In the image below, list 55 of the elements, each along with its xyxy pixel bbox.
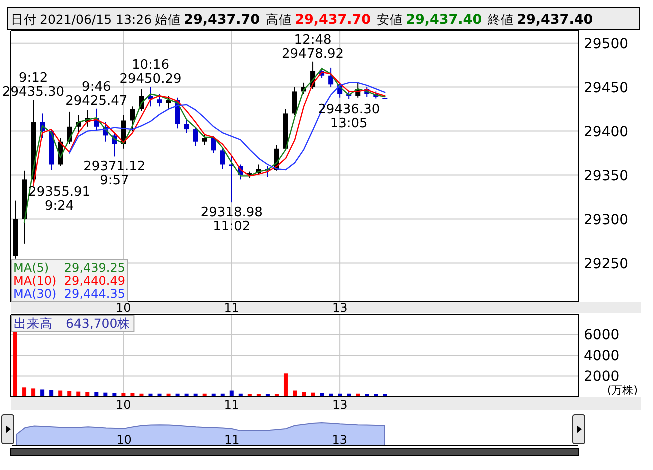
y-tick-label: 29450: [584, 80, 629, 96]
x-tick-label: 10: [116, 433, 132, 447]
text: MA(5): [14, 261, 50, 275]
x-tick-label: 13: [332, 398, 348, 412]
x-tick-label: 13: [332, 301, 348, 315]
y-tick-label: 29400: [584, 124, 629, 140]
annotation: 9:24: [44, 199, 74, 214]
annotation: 11:02: [213, 220, 251, 235]
bar: [22, 388, 27, 397]
annotation: 13:05: [330, 116, 368, 132]
annotation: 29425.47: [66, 94, 128, 109]
text: 始値: [155, 12, 182, 27]
annotation: 29,444.35: [64, 287, 126, 301]
text: 29,437.40: [517, 12, 594, 28]
annotation: 9:57: [100, 174, 130, 189]
bar: [40, 390, 45, 397]
annotation: 9:46: [82, 80, 112, 95]
annotation: 29450.29: [120, 72, 182, 88]
annotation: 29371.12: [84, 160, 146, 175]
text: 29,437.40: [406, 12, 482, 28]
text: 日付: [11, 12, 37, 27]
y-axis-title: (万株): [607, 384, 638, 397]
annotation: 29318.98: [200, 206, 263, 221]
y-tick-label: 29300: [584, 212, 629, 228]
x-tick-label: 10: [116, 301, 132, 315]
bar: [14, 332, 18, 397]
text: 安値: [377, 12, 404, 27]
text: MA(30): [14, 287, 57, 301]
text: 2021/06/15 13:26: [40, 12, 152, 27]
y-tick-label: 29250: [584, 256, 629, 272]
text: 29,437.70: [184, 12, 260, 28]
bar: [32, 388, 36, 397]
x-tick-label: 11: [224, 301, 240, 315]
x-tick-label: 10: [116, 398, 132, 412]
annotation: 9:12: [18, 71, 48, 86]
annotation: 29478.92: [282, 46, 344, 62]
annotation: 29355.91: [28, 185, 91, 200]
annotation: 12:48: [294, 32, 332, 48]
y-tick-label: 6000: [584, 328, 620, 344]
x-tick-label: 11: [224, 398, 240, 412]
chart-title: 出来高 643,700株: [14, 316, 131, 331]
text: 終値: [487, 12, 514, 27]
text: MA(10): [14, 274, 57, 288]
annotation: 29,440.49: [64, 274, 126, 288]
y-tick-label: 29350: [584, 168, 629, 184]
y-tick-label: 29500: [584, 36, 629, 52]
y-tick-label: 4000: [584, 348, 620, 364]
x-tick-label: 11: [224, 433, 240, 447]
annotation: 29,439.25: [64, 261, 126, 275]
bar: [284, 374, 288, 397]
x-tick-label: 13: [332, 433, 348, 447]
text: 高値: [266, 12, 292, 27]
annotation: 10:16: [132, 58, 170, 74]
y-tick-label: 2000: [584, 369, 620, 386]
text: 29,437.70: [295, 12, 372, 28]
